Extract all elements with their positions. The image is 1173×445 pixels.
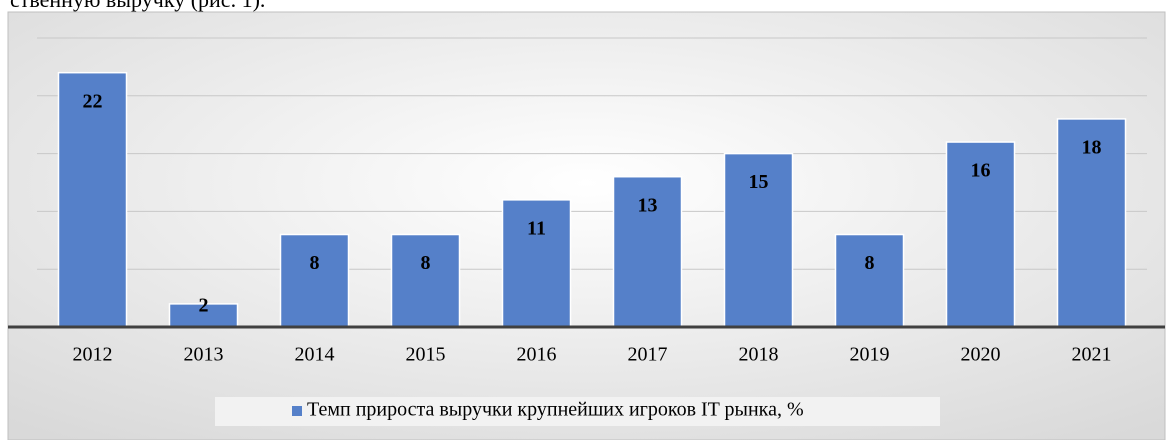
x-tick-label: 2012 [73,344,113,366]
x-tick-label: 2021 [1072,344,1112,366]
x-tick-label: 2019 [850,344,890,366]
page-text: ственную выручку (рис. 1). [10,0,265,12]
data-label: 16 [971,160,991,182]
data-label: 11 [527,217,546,239]
bar [834,233,905,328]
x-tick-label: 2016 [517,344,557,366]
data-label: 13 [638,194,658,216]
data-label: 8 [310,252,320,274]
data-label: 22 [83,90,103,112]
bar [612,175,683,328]
data-label: 18 [1082,137,1102,159]
x-tick-label: 2020 [961,344,1001,366]
data-label: 15 [749,171,769,193]
x-tick-label: 2013 [184,344,224,366]
legend-label: Темп прироста выручки крупнейших игроков… [307,399,804,421]
data-label: 8 [421,252,431,274]
data-label: 2 [199,295,209,317]
x-tick-label: 2015 [406,344,446,366]
bar [1056,118,1127,328]
x-tick-label: 2018 [739,344,779,366]
data-label: 8 [865,252,875,274]
x-tick-label: 2014 [295,344,335,366]
bar [501,199,572,328]
x-tick-label: 2017 [628,344,668,366]
legend-box [215,397,940,426]
legend-swatch [292,406,302,416]
bar [279,233,350,328]
bar [390,233,461,328]
